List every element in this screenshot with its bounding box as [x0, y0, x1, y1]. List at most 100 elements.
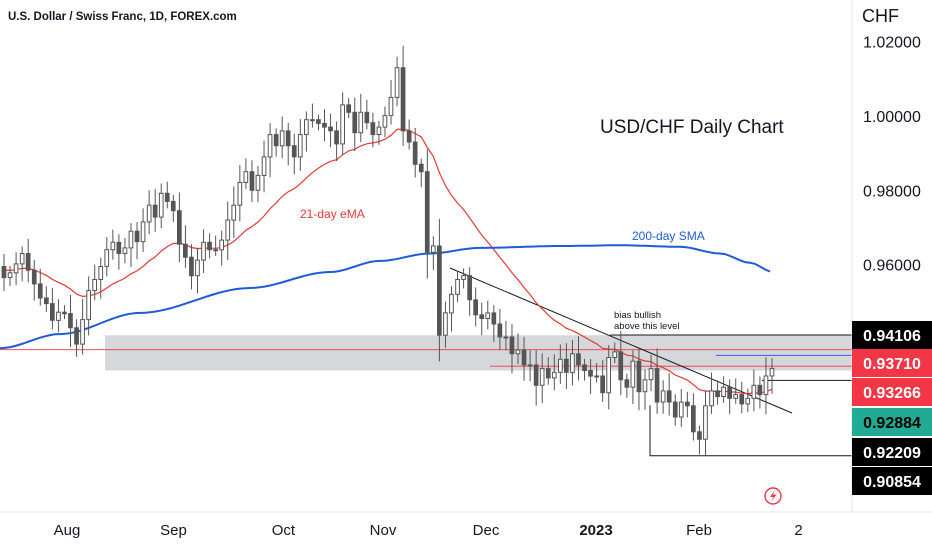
candle — [261, 140, 267, 193]
ema-label: 21-day eMA — [300, 207, 365, 221]
candle — [509, 324, 515, 374]
candle — [346, 98, 351, 119]
candle — [539, 353, 545, 404]
candle — [636, 349, 642, 411]
candle-body — [164, 192, 170, 203]
candle-body — [594, 375, 599, 378]
price-tick-label: 0.98000 — [863, 183, 921, 200]
sma-label: 200-day SMA — [632, 229, 705, 243]
candle-body — [461, 275, 466, 280]
candle-body — [685, 401, 690, 407]
candle — [594, 363, 599, 383]
candle — [757, 376, 763, 409]
candle — [660, 380, 666, 414]
candle-body — [219, 239, 225, 251]
candle — [642, 369, 648, 410]
candle — [491, 305, 497, 342]
candle-body — [388, 96, 394, 117]
candle — [727, 379, 732, 414]
candle-body — [310, 119, 315, 122]
candle — [709, 372, 714, 414]
candle-body — [558, 358, 563, 373]
level-badge-label: 0.93710 — [863, 356, 921, 373]
candle-body — [56, 311, 61, 321]
candle-body — [237, 182, 243, 206]
candle-body — [62, 311, 67, 315]
candle — [394, 56, 400, 107]
candle — [443, 301, 448, 348]
candle — [334, 121, 339, 162]
candle — [50, 287, 55, 330]
candle — [691, 393, 696, 441]
candle — [763, 357, 769, 415]
candle — [273, 128, 279, 157]
axis-unit-label: CHF — [862, 6, 899, 26]
candle — [104, 236, 110, 277]
candle — [128, 223, 134, 267]
time-tick-label: 2 — [794, 522, 802, 539]
candle-body — [588, 370, 593, 377]
candle — [678, 389, 684, 427]
flash-icon[interactable] — [764, 487, 782, 505]
time-tick-label: Dec — [473, 522, 500, 539]
candle-body — [279, 130, 285, 147]
candle-body — [122, 247, 128, 254]
candle-body — [715, 390, 720, 397]
time-tick-label: 2023 — [579, 522, 612, 539]
candle — [146, 190, 152, 235]
level-badge: 0.92884 — [852, 408, 932, 436]
candle-body — [322, 122, 327, 128]
candle-body — [437, 245, 442, 336]
candle-body — [551, 371, 557, 379]
candle — [582, 358, 587, 381]
candle — [110, 229, 116, 260]
candle — [612, 342, 618, 364]
candle — [449, 286, 454, 332]
candle-body — [473, 299, 478, 316]
candle — [249, 160, 255, 203]
symbol-label: U.S. Dollar / Swiss Franc, 1D, FOREX.com — [8, 11, 237, 23]
candle — [225, 201, 231, 261]
candle — [31, 259, 37, 301]
candle-body — [261, 156, 267, 176]
candle-body — [364, 111, 370, 124]
time-axis: Aug Sep Oct Nov Dec 2023 Feb 2 — [54, 522, 803, 539]
candle-body — [231, 204, 237, 221]
level-badge: 0.93710 — [852, 349, 932, 377]
candle — [267, 123, 273, 178]
candle-body — [243, 171, 249, 183]
time-tick-label: Nov — [370, 522, 397, 539]
candle — [769, 358, 775, 394]
candle-body — [207, 241, 212, 251]
candle — [279, 116, 285, 159]
candle — [152, 189, 158, 232]
candle-body — [249, 171, 255, 191]
candle — [358, 93, 364, 143]
level-badge-bg — [852, 378, 932, 406]
candle — [370, 112, 376, 148]
candle-body — [745, 397, 751, 405]
candle — [92, 264, 98, 301]
candle — [406, 119, 412, 150]
level-badge-bg — [852, 321, 932, 349]
candle-body — [394, 67, 400, 98]
candle — [231, 186, 237, 238]
candle — [328, 113, 333, 148]
candle-body — [128, 230, 134, 249]
candle-body — [449, 293, 454, 314]
candle — [316, 114, 321, 131]
candle-body — [660, 390, 666, 403]
candle-body — [642, 379, 648, 393]
candle-body — [751, 384, 757, 399]
level-badge-bg — [852, 349, 932, 377]
candle-body — [545, 368, 551, 379]
candle-body — [539, 368, 545, 386]
candle-body — [424, 171, 430, 253]
candle — [558, 344, 563, 384]
candle — [116, 234, 122, 270]
candle — [473, 287, 478, 327]
support-zone — [105, 335, 852, 371]
candle — [44, 286, 49, 312]
candle — [424, 149, 430, 279]
